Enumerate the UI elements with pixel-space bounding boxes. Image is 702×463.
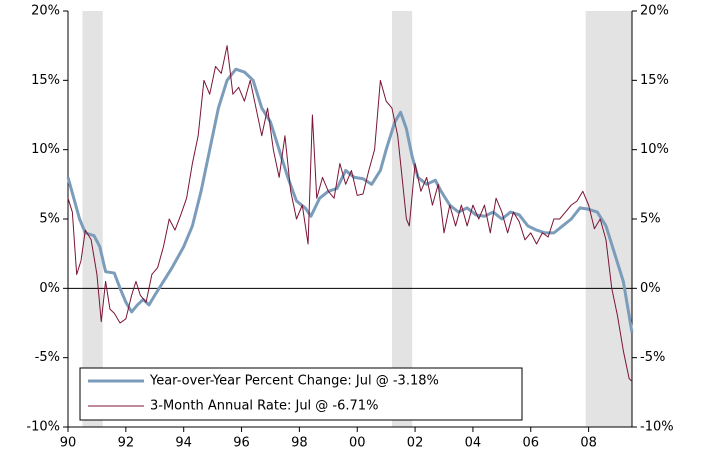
x-tick-label: 04 [465, 436, 482, 451]
y-tick-label: -5% [35, 350, 60, 365]
y2-tick-label: 5% [640, 212, 661, 227]
series-line [67, 45, 633, 382]
y2-tick-label: -5% [640, 350, 665, 365]
recession-band [391, 11, 413, 427]
x-tick-label: 08 [580, 436, 597, 451]
y2-tick-label: -10% [640, 420, 674, 435]
x-tick-label: 92 [118, 436, 135, 451]
y-tick-label: 0% [39, 281, 60, 296]
recession-band [585, 11, 632, 427]
y2-tick-label: 0% [640, 281, 661, 296]
y-tick-label: 5% [39, 212, 60, 227]
x-tick-label: 90 [60, 436, 77, 451]
y2-tick-label: 15% [640, 73, 669, 88]
series-line [66, 67, 634, 333]
x-tick-label: 94 [175, 436, 192, 451]
y2-tick-label: 20% [640, 4, 669, 19]
y-tick-label: 10% [31, 142, 60, 157]
legend-label: 3-Month Annual Rate: Jul @ -6.71% [150, 399, 378, 414]
y-tick-label: 15% [31, 73, 60, 88]
y-tick-label: -10% [26, 420, 60, 435]
legend-box [79, 367, 523, 421]
y-tick-label: 20% [31, 4, 60, 19]
legend: Year-over-Year Percent Change: Jul @ -3.… [79, 367, 523, 421]
x-tick-label: 96 [233, 436, 250, 451]
x-tick-label: 98 [291, 436, 308, 451]
x-tick-label: 00 [349, 436, 366, 451]
recession-band [82, 11, 103, 427]
y2-tick-label: 10% [640, 142, 669, 157]
legend-label: Year-over-Year Percent Change: Jul @ -3.… [149, 374, 439, 389]
x-tick-label: 02 [407, 436, 424, 451]
x-tick-label: 06 [522, 436, 539, 451]
